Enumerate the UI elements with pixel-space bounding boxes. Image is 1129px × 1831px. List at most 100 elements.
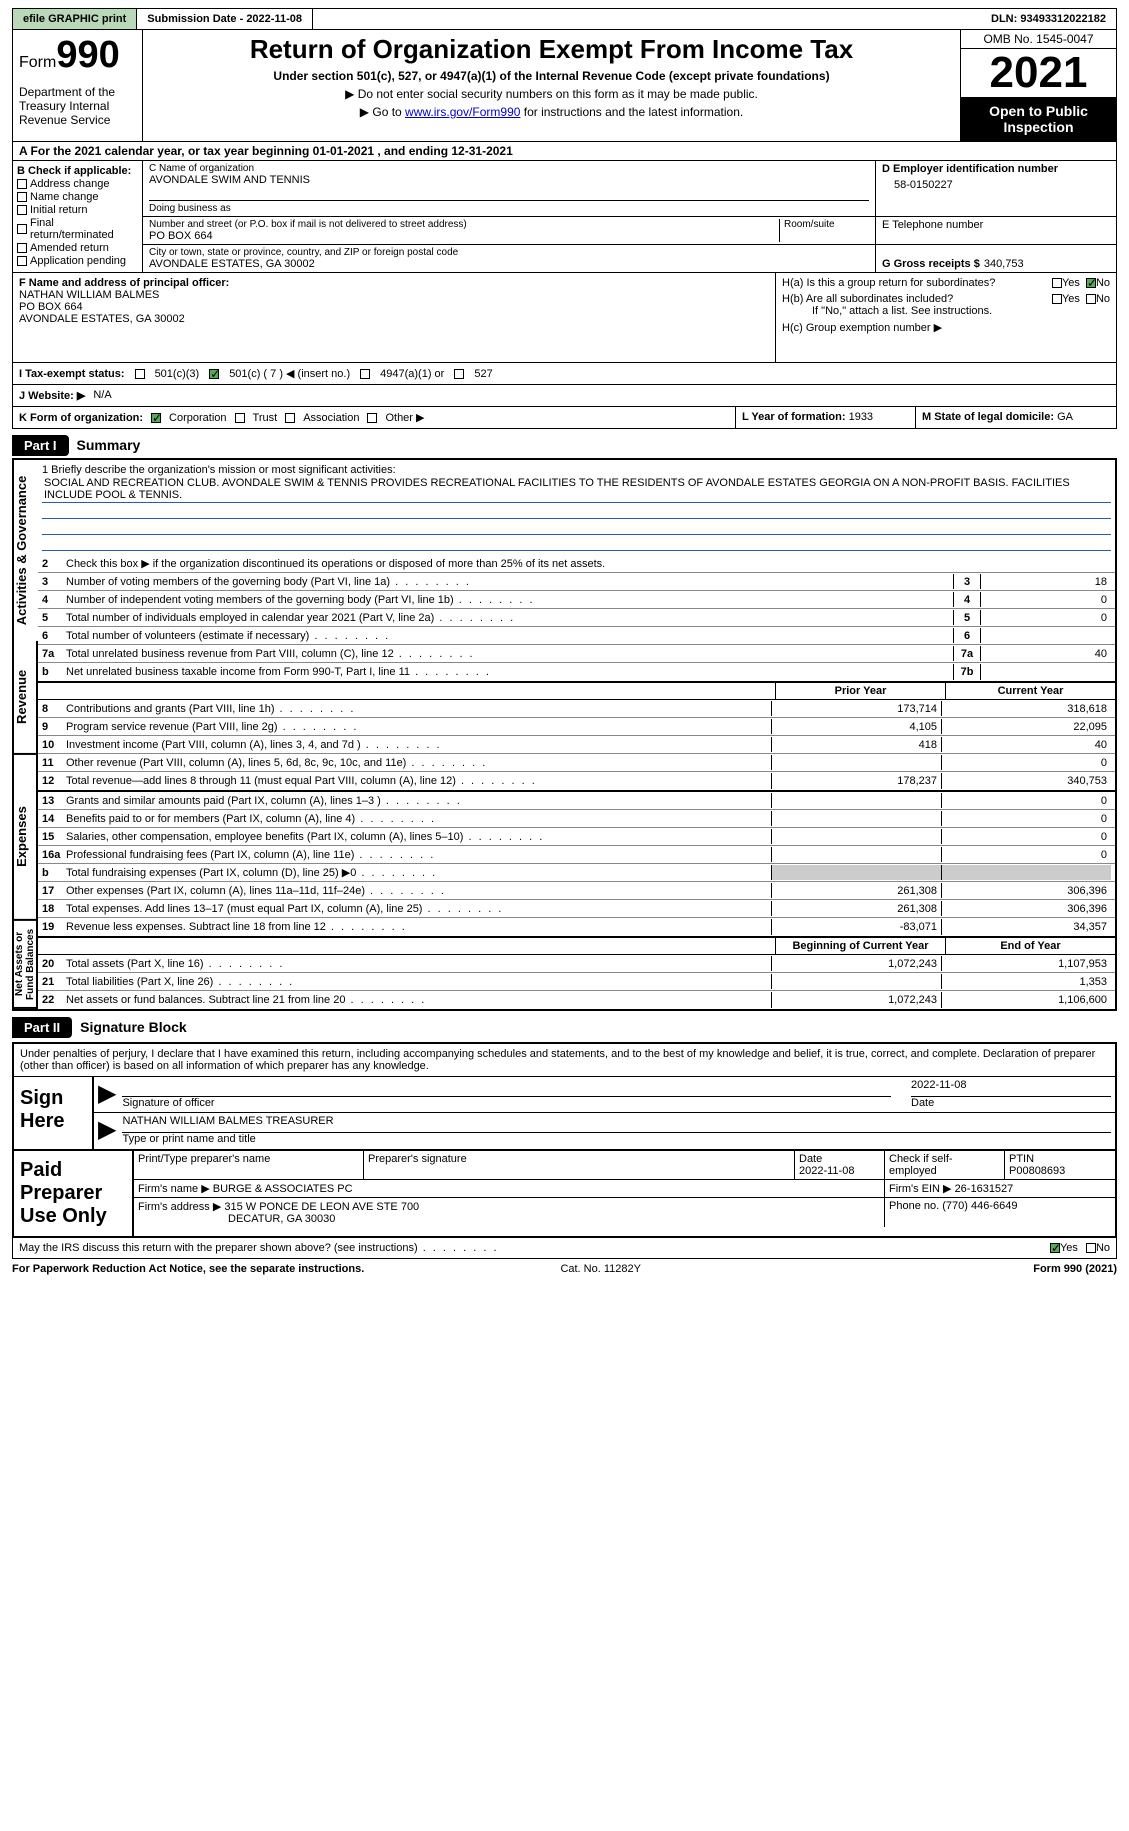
- hdr-prior: Prior Year: [775, 683, 945, 699]
- mission-text: SOCIAL AND RECREATION CLUB. AVONDALE SWI…: [42, 476, 1111, 503]
- arrow-icon: ▶: [98, 1115, 116, 1147]
- open-inspection: Open to Public Inspection: [961, 97, 1116, 141]
- ha-yes[interactable]: [1052, 278, 1062, 288]
- firm-name: BURGE & ASSOCIATES PC: [213, 1183, 353, 1195]
- ha-no[interactable]: [1086, 278, 1096, 288]
- phone-label: Phone no.: [889, 1200, 939, 1212]
- pp-sig-label: Preparer's signature: [368, 1153, 790, 1165]
- row-a-period: A For the 2021 calendar year, or tax yea…: [12, 142, 1117, 161]
- year-formation: 1933: [849, 411, 873, 423]
- irs-link[interactable]: www.irs.gov/Form990: [405, 105, 520, 119]
- room-label: Room/suite: [779, 219, 869, 242]
- page-footer: For Paperwork Reduction Act Notice, see …: [12, 1259, 1117, 1279]
- row-j-website: J Website: ▶ N/A: [12, 385, 1117, 407]
- ptin-label: PTIN: [1009, 1153, 1111, 1165]
- tax-year: 2021: [961, 49, 1116, 97]
- m-label: M State of legal domicile:: [922, 411, 1054, 423]
- block-fh: F Name and address of principal officer:…: [12, 273, 1117, 363]
- ein: 58-0150227: [882, 175, 1110, 191]
- phone: (770) 446-6649: [942, 1200, 1017, 1212]
- k-label: K Form of organization:: [19, 412, 143, 424]
- line-7a: 7aTotal unrelated business revenue from …: [38, 645, 1115, 663]
- firm-addr: 315 W PONCE DE LEON AVE STE 700: [224, 1201, 419, 1213]
- firm-city: DECATUR, GA 30030: [138, 1213, 880, 1225]
- line-9: 9Program service revenue (Part VIII, lin…: [38, 718, 1115, 736]
- firm-ein-label: Firm's EIN ▶: [889, 1183, 952, 1195]
- line-13: 13Grants and similar amounts paid (Part …: [38, 792, 1115, 810]
- col-b-checkboxes: B Check if applicable: Address change Na…: [13, 161, 143, 272]
- line-8: 8Contributions and grants (Part VIII, li…: [38, 700, 1115, 718]
- chk-initial-return[interactable]: Initial return: [17, 204, 138, 216]
- firm-ein: 26-1631527: [955, 1183, 1014, 1195]
- e-label: E Telephone number: [882, 219, 1110, 231]
- firm-name-label: Firm's name ▶: [138, 1183, 210, 1195]
- discuss-row: May the IRS discuss this return with the…: [12, 1238, 1117, 1259]
- sig-name-label: Type or print name and title: [122, 1133, 1111, 1145]
- l-label: L Year of formation:: [742, 411, 846, 423]
- line-15: 15Salaries, other compensation, employee…: [38, 828, 1115, 846]
- part2-header: Part IISignature Block: [12, 1011, 1117, 1038]
- chk-address-change[interactable]: Address change: [17, 178, 138, 190]
- chk-amended[interactable]: Amended return: [17, 242, 138, 254]
- ha-label: H(a) Is this a group return for subordin…: [782, 277, 1052, 289]
- line-21: 21Total liabilities (Part X, line 26)1,3…: [38, 973, 1115, 991]
- line-b: bNet unrelated business taxable income f…: [38, 663, 1115, 681]
- hc-label: H(c) Group exemption number ▶: [782, 321, 1110, 334]
- chk-corp[interactable]: [151, 413, 161, 423]
- org-name: AVONDALE SWIM AND TENNIS: [149, 174, 869, 186]
- tab-revenue: Revenue: [14, 641, 38, 755]
- gross-receipts: 340,753: [984, 258, 1024, 270]
- sig-name: NATHAN WILLIAM BALMES TREASURER: [122, 1115, 1111, 1133]
- row-i-tax-exempt: I Tax-exempt status: 501(c)(3) 501(c) ( …: [12, 363, 1117, 385]
- sig-officer-label: Signature of officer: [122, 1097, 891, 1109]
- efile-button[interactable]: efile GRAPHIC print: [13, 9, 137, 29]
- line-11: 11Other revenue (Part VIII, column (A), …: [38, 754, 1115, 772]
- chk-4947[interactable]: [360, 369, 370, 379]
- chk-name-change[interactable]: Name change: [17, 191, 138, 203]
- firm-addr-label: Firm's address ▶: [138, 1201, 221, 1213]
- hb-yes[interactable]: [1052, 294, 1062, 304]
- note-link: ▶ Go to www.irs.gov/Form990 for instruct…: [149, 105, 954, 119]
- chk-527[interactable]: [454, 369, 464, 379]
- chk-app-pending[interactable]: Application pending: [17, 255, 138, 267]
- chk-501c3[interactable]: [135, 369, 145, 379]
- hdr-current: Current Year: [945, 683, 1115, 699]
- discuss-yes[interactable]: [1050, 1243, 1060, 1253]
- discuss-no[interactable]: [1086, 1243, 1096, 1253]
- f-label: F Name and address of principal officer:: [19, 277, 769, 289]
- block-bcde: B Check if applicable: Address change Na…: [12, 161, 1117, 273]
- form-header: Form990 Department of the Treasury Inter…: [12, 30, 1117, 142]
- i-label: I Tax-exempt status:: [19, 368, 125, 380]
- line-12: 12Total revenue—add lines 8 through 11 (…: [38, 772, 1115, 790]
- signature-block: Under penalties of perjury, I declare th…: [12, 1042, 1117, 1238]
- footer-left: For Paperwork Reduction Act Notice, see …: [12, 1263, 364, 1275]
- chk-final-return[interactable]: Final return/terminated: [17, 217, 138, 241]
- note-ssn: ▶ Do not enter social security numbers o…: [149, 87, 954, 101]
- hb-no[interactable]: [1086, 294, 1096, 304]
- footer-cat: Cat. No. 11282Y: [560, 1263, 641, 1275]
- col-b-label: B Check if applicable:: [17, 165, 138, 177]
- officer-addr1: PO BOX 664: [19, 301, 769, 313]
- pp-date-label: Date: [799, 1153, 880, 1165]
- line-3: 3Number of voting members of the governi…: [38, 573, 1115, 591]
- org-city: AVONDALE ESTATES, GA 30002: [149, 258, 869, 270]
- line-1-label: 1 Briefly describe the organization's mi…: [42, 464, 1111, 476]
- chk-other[interactable]: [367, 413, 377, 423]
- ptin: P00808693: [1009, 1165, 1111, 1177]
- footer-form: Form 990 (2021): [1033, 1263, 1117, 1275]
- line-22: 22Net assets or fund balances. Subtract …: [38, 991, 1115, 1009]
- chk-trust[interactable]: [235, 413, 245, 423]
- chk-501c[interactable]: [209, 369, 219, 379]
- row-k: K Form of organization: Corporation Trus…: [12, 407, 1117, 429]
- form-subtitle: Under section 501(c), 527, or 4947(a)(1)…: [149, 69, 954, 83]
- declaration: Under penalties of perjury, I declare th…: [14, 1044, 1115, 1077]
- hdr-end: End of Year: [945, 938, 1115, 954]
- hb-note: If "No," attach a list. See instructions…: [782, 305, 1110, 317]
- arrow-icon: ▶: [98, 1079, 116, 1110]
- c-label: C Name of organization: [149, 163, 869, 174]
- submission-date: Submission Date - 2022-11-08: [137, 9, 313, 29]
- summary-table: Activities & Governance Revenue Expenses…: [12, 458, 1117, 1011]
- omb-number: OMB No. 1545-0047: [961, 30, 1116, 49]
- chk-assoc[interactable]: [285, 413, 295, 423]
- dba-label: Doing business as: [149, 200, 869, 214]
